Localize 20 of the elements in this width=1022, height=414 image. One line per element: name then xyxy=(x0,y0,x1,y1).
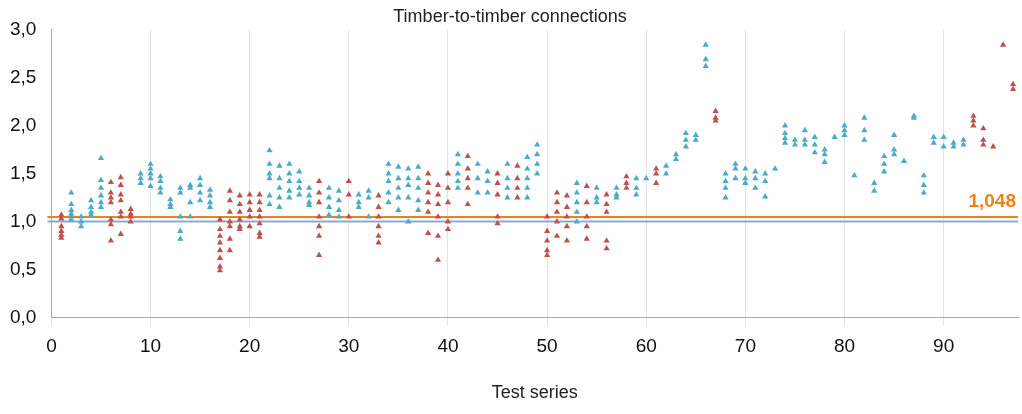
x-tick-label: 30 xyxy=(338,335,360,357)
y-tick-label: 0,5 xyxy=(9,257,37,279)
chart-title: Timber-to-timber connections xyxy=(393,5,627,26)
x-tick-label: 50 xyxy=(536,335,558,357)
x-tick-label: 70 xyxy=(734,335,756,357)
x-tick-label: 40 xyxy=(437,335,459,357)
x-tick-label: 20 xyxy=(239,335,261,357)
y-tick-label: 1,0 xyxy=(9,209,37,231)
ref-line-label: 1,048 xyxy=(968,189,1016,211)
y-tick-label: 1,5 xyxy=(9,161,37,183)
x-tick-label: 80 xyxy=(833,335,856,357)
x-axis-title: Test series xyxy=(491,382,578,403)
y-tick-label: 3,0 xyxy=(9,17,37,39)
x-tick-label: 0 xyxy=(46,335,57,357)
x-tick-label: 10 xyxy=(139,335,162,357)
y-tick-label: 2,0 xyxy=(9,113,37,135)
x-tick-label: 90 xyxy=(933,335,955,357)
x-tick-label: 60 xyxy=(635,335,657,357)
y-tick-label: 0,0 xyxy=(9,305,37,327)
y-tick-label: 2,5 xyxy=(9,65,37,87)
